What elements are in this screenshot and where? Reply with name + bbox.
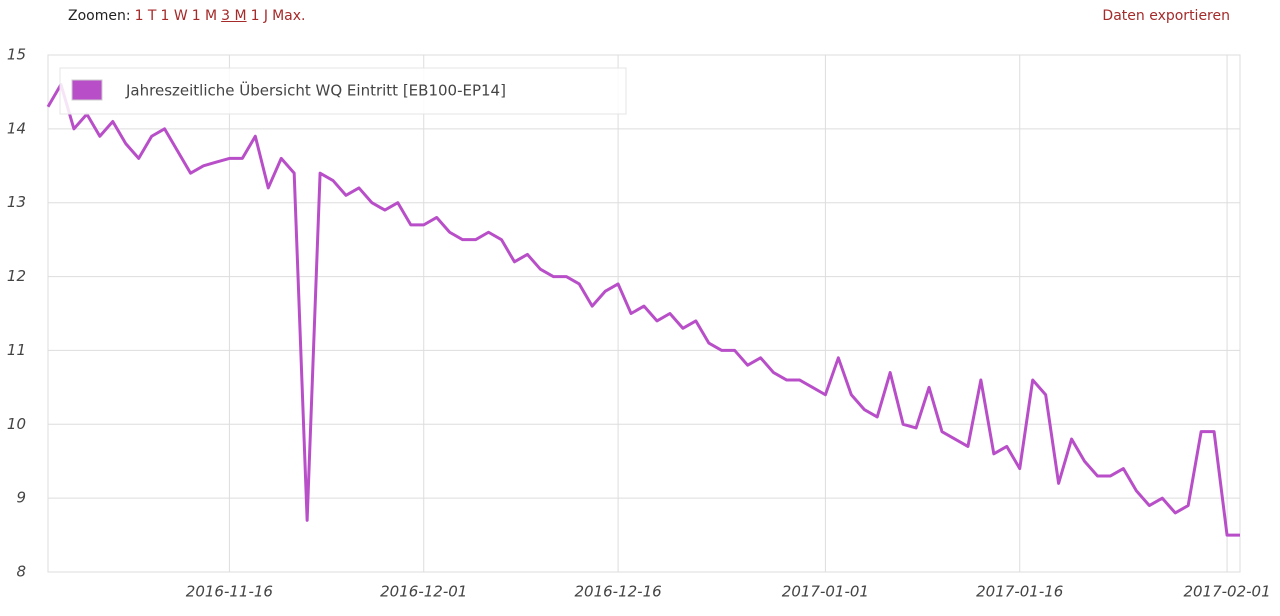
x-tick-label: 2017-01-16 (976, 583, 1063, 601)
zoom-label: Zoomen: (68, 8, 131, 24)
x-tick-label: 2017-01-01 (782, 583, 869, 601)
legend: Jahreszeitliche Übersicht WQ Eintritt [E… (59, 67, 627, 115)
legend-swatch (71, 79, 103, 101)
x-tick-label: 2016-11-16 (186, 583, 273, 601)
zoom-option[interactable]: 1 M (191, 8, 218, 24)
y-tick-label: 14 (7, 119, 26, 137)
x-tick-label: 2016-12-01 (380, 583, 467, 601)
plot-area (47, 54, 1241, 573)
y-tick-label: 12 (7, 267, 26, 285)
y-tick-label: 9 (16, 489, 26, 507)
x-tick-label: 2017-02-01 (1183, 583, 1270, 601)
zoom-option[interactable]: 1 J (250, 8, 269, 24)
y-tick-label: 11 (7, 341, 26, 359)
y-tick-label: 13 (7, 193, 26, 211)
export-link[interactable]: Daten exportieren (1102, 8, 1230, 24)
legend-box (59, 67, 627, 115)
zoom-option[interactable]: 1 T (134, 8, 157, 24)
y-tick-label: 10 (7, 415, 26, 433)
y-tick-label: 8 (16, 563, 26, 581)
x-tick-label: 2016-12-16 (574, 583, 661, 601)
zoom-option[interactable]: 1 W (160, 8, 188, 24)
y-tick-label: 15 (7, 46, 26, 64)
legend-label: Jahreszeitliche Übersicht WQ Eintritt [E… (125, 81, 506, 100)
zoom-option[interactable]: Max. (272, 8, 306, 24)
data-line (46, 83, 1240, 537)
zoom-option[interactable]: 3 M (221, 8, 247, 24)
